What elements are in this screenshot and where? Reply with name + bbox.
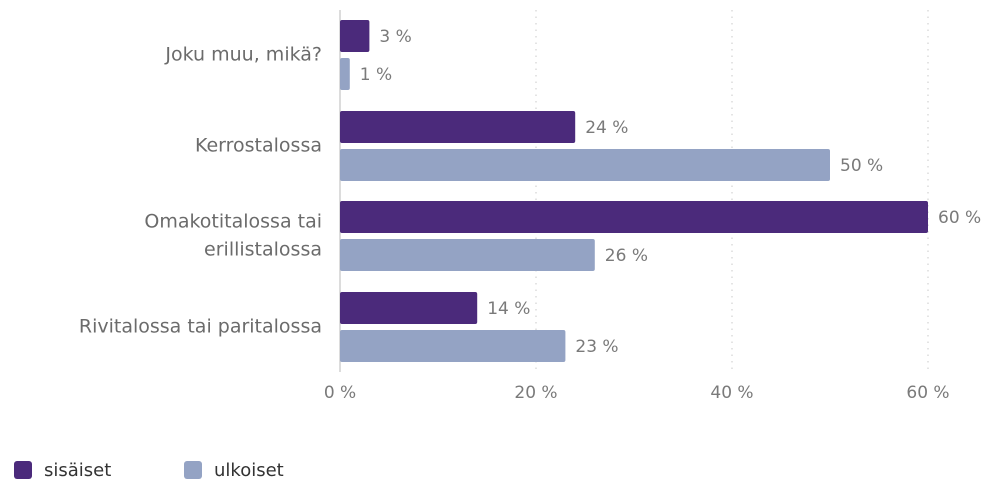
bar-sisäiset [340, 292, 478, 324]
bar-sisäiset [340, 201, 928, 233]
data-label: 24 % [585, 118, 628, 138]
bar-sisäiset [340, 20, 370, 52]
x-tick-label: 60 % [906, 383, 949, 403]
data-label: 14 % [487, 299, 530, 319]
bars [340, 20, 928, 362]
x-tick-label: 0 % [324, 383, 356, 403]
legend-item-sisäiset[interactable]: sisäiset [14, 460, 111, 481]
labels: 0 % 20 % 40 % 60 % 3 % 1 % Joku muu, mikä? 24 %… [79, 27, 981, 403]
legend-swatch [184, 461, 202, 479]
data-label: 26 % [605, 246, 648, 266]
data-label: 3 % [379, 27, 411, 47]
legend-item-ulkoiset[interactable]: ulkoiset [184, 460, 284, 481]
category-label-line: Omakotitalossa tai [144, 211, 322, 233]
data-label: 23 % [575, 337, 618, 357]
category-label: Joku muu, mikä? [164, 44, 322, 66]
legend-label: sisäiset [44, 460, 111, 481]
bar-ulkoiset [340, 58, 350, 90]
data-label: 1 % [360, 65, 392, 85]
legend-label: ulkoiset [214, 460, 284, 481]
x-tick-label: 40 % [710, 383, 753, 403]
legend: sisäiset ulkoiset [14, 460, 284, 481]
bar-ulkoiset [340, 239, 595, 271]
legend-swatch [14, 461, 32, 479]
category-label: Kerrostalossa [195, 135, 322, 157]
category-label: Omakotitalossa tai erillistalossa [144, 211, 322, 261]
bar-ulkoiset [340, 149, 830, 181]
data-label: 60 % [938, 208, 981, 228]
bar-ulkoiset [340, 330, 566, 362]
data-label: 50 % [840, 156, 883, 176]
x-tick-label: 20 % [514, 383, 557, 403]
category-label-line: Kerrostalossa [195, 135, 322, 157]
category-label-line: Rivitalossa tai paritalossa [79, 316, 322, 338]
bar-sisäiset [340, 111, 576, 143]
category-label-line: Joku muu, mikä? [164, 44, 322, 66]
category-label-line: erillistalossa [204, 239, 322, 261]
category-label: Rivitalossa tai paritalossa [79, 316, 322, 338]
